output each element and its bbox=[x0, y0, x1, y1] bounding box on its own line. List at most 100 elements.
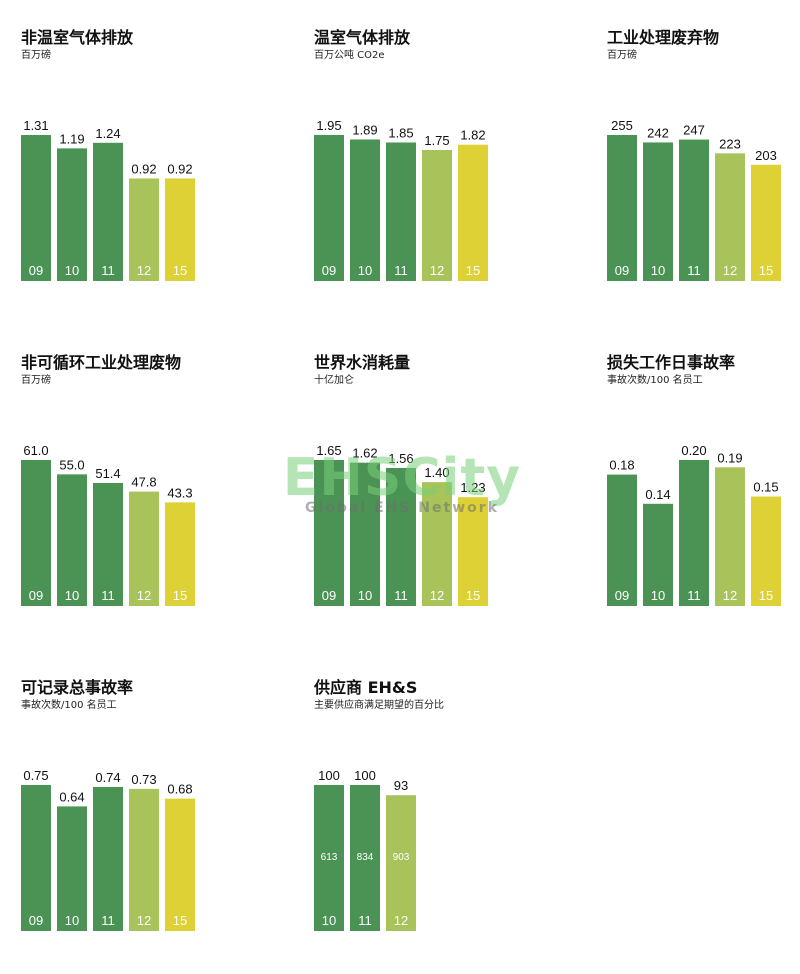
bar bbox=[715, 467, 745, 606]
bar-category-label: 12 bbox=[430, 263, 444, 278]
bar-value-label: 1.85 bbox=[388, 125, 413, 140]
chart-subtitle: 百万磅 bbox=[21, 375, 51, 386]
bar-value-label: 1.95 bbox=[316, 118, 341, 133]
bar-category-label: 12 bbox=[137, 588, 151, 603]
bar bbox=[350, 462, 380, 606]
chart-title: 温室气体排放 bbox=[314, 28, 411, 47]
bar-category-label: 11 bbox=[687, 588, 701, 603]
bar-category-label: 15 bbox=[759, 263, 773, 278]
bar-category-label: 10 bbox=[65, 588, 79, 603]
bar-category-label: 10 bbox=[65, 263, 79, 278]
bar-value-label: 61.0 bbox=[23, 443, 48, 458]
bar-value-label: 1.19 bbox=[59, 131, 84, 146]
bar bbox=[350, 139, 380, 281]
bar bbox=[57, 148, 87, 281]
bar bbox=[386, 467, 416, 606]
bar-category-label: 15 bbox=[466, 263, 480, 278]
bar-category-label: 10 bbox=[651, 263, 665, 278]
bar-category-label: 11 bbox=[394, 588, 408, 603]
chart-subtitle: 主要供应商满足期望的百分比 bbox=[314, 700, 444, 711]
bar-value-label: 100 bbox=[354, 768, 376, 783]
bar bbox=[57, 474, 87, 606]
bar-category-label: 09 bbox=[322, 263, 336, 278]
bar-value-label: 0.74 bbox=[95, 770, 120, 785]
bar-value-label: 0.19 bbox=[717, 450, 742, 465]
bar-category-label: 15 bbox=[466, 588, 480, 603]
bar-category-label: 09 bbox=[615, 588, 629, 603]
bar bbox=[679, 139, 709, 281]
bar-category-label: 15 bbox=[173, 263, 187, 278]
bar-category-label: 15 bbox=[759, 588, 773, 603]
bar-chart: 255 09 242 10 247 11 223 12 203 15 bbox=[607, 118, 781, 281]
bar-value-label: 203 bbox=[755, 148, 777, 163]
bar-category-label: 11 bbox=[101, 913, 115, 928]
bar bbox=[93, 786, 123, 931]
bar-value-label: 1.40 bbox=[424, 465, 449, 480]
bar-value-label: 93 bbox=[394, 778, 408, 793]
bar-value-label: 247 bbox=[683, 123, 705, 138]
bar-chart: 100 613 10 100 834 11 93 903 12 bbox=[314, 768, 416, 931]
bar bbox=[129, 178, 159, 281]
bar-value-label: 0.14 bbox=[645, 487, 670, 502]
bar-value-label: 1.24 bbox=[95, 126, 120, 141]
bar-category-label: 11 bbox=[101, 588, 115, 603]
chart-subtitle: 事故次数/100 名员工 bbox=[607, 375, 703, 386]
chart-panel: 供应商 EH&S 主要供应商满足期望的百分比 100 613 10 100 834 11 93 9… bbox=[314, 674, 564, 974]
bar-value-label: 0.64 bbox=[59, 789, 84, 804]
bar-value-label: 0.18 bbox=[609, 458, 634, 473]
bar bbox=[314, 785, 344, 931]
bar bbox=[165, 798, 195, 931]
bar-inner-label: 834 bbox=[357, 852, 374, 863]
bar-category-label: 10 bbox=[65, 913, 79, 928]
bar bbox=[458, 144, 488, 281]
bar-chart: 1.31 09 1.19 10 1.24 11 0.92 12 0.92 15 bbox=[21, 118, 195, 281]
bar bbox=[350, 785, 380, 931]
bar-value-label: 1.75 bbox=[424, 133, 449, 148]
bar bbox=[386, 795, 416, 931]
bar-value-label: 1.23 bbox=[460, 480, 485, 495]
bar-value-label: 1.65 bbox=[316, 443, 341, 458]
chart-title: 工业处理废弃物 bbox=[607, 28, 720, 47]
bar-chart: 0.18 09 0.14 10 0.20 11 0.19 12 0.15 15 bbox=[607, 443, 781, 606]
bar-category-label: 11 bbox=[101, 263, 115, 278]
bar bbox=[314, 135, 344, 281]
bar-value-label: 47.8 bbox=[131, 475, 156, 490]
bar-category-label: 12 bbox=[723, 263, 737, 278]
bar-category-label: 12 bbox=[394, 913, 408, 928]
bar-category-label: 11 bbox=[358, 913, 372, 928]
bar bbox=[57, 806, 87, 931]
bar-category-label: 11 bbox=[394, 263, 408, 278]
bar bbox=[93, 142, 123, 281]
bar bbox=[165, 178, 195, 281]
bar-value-label: 51.4 bbox=[95, 466, 120, 481]
bar-category-label: 09 bbox=[29, 263, 43, 278]
bar bbox=[458, 497, 488, 606]
bar-value-label: 0.73 bbox=[131, 772, 156, 787]
bar bbox=[679, 460, 709, 606]
chart-panel: 非温室气体排放 百万磅 1.31 09 1.19 10 1.24 11 0.92 12 0.92 15 bbox=[21, 24, 271, 324]
bar-category-label: 09 bbox=[322, 588, 336, 603]
bar-inner-label: 613 bbox=[321, 852, 338, 863]
chart-panel: 温室气体排放 百万公吨 CO2e 1.95 09 1.89 10 1.85 11 1.75 12 1… bbox=[314, 24, 564, 324]
chart-panel: 工业处理废弃物 百万磅 255 09 242 10 247 11 223 12 203 15 bbox=[607, 24, 800, 324]
bar bbox=[165, 502, 195, 606]
bar bbox=[93, 482, 123, 606]
bar-category-label: 10 bbox=[358, 263, 372, 278]
bar bbox=[422, 482, 452, 606]
bar bbox=[607, 135, 637, 281]
bar-category-label: 12 bbox=[430, 588, 444, 603]
chart-title: 世界水消耗量 bbox=[314, 353, 411, 372]
bar bbox=[715, 153, 745, 281]
chart-title: 非温室气体排放 bbox=[21, 28, 134, 47]
bar bbox=[643, 503, 673, 606]
bar-value-label: 0.92 bbox=[167, 161, 192, 176]
bar-category-label: 10 bbox=[322, 913, 336, 928]
bar-value-label: 55.0 bbox=[59, 457, 84, 472]
bar-category-label: 09 bbox=[29, 588, 43, 603]
bar-category-label: 11 bbox=[687, 263, 701, 278]
chart-title: 供应商 EH&S bbox=[314, 678, 418, 697]
chart-panel: 可记录总事故率 事故次数/100 名员工 0.75 09 0.64 10 0.74 11 0.7… bbox=[21, 674, 271, 974]
chart-subtitle: 百万公吨 CO2e bbox=[314, 50, 385, 61]
bar bbox=[751, 164, 781, 281]
bar-value-label: 43.3 bbox=[167, 485, 192, 500]
